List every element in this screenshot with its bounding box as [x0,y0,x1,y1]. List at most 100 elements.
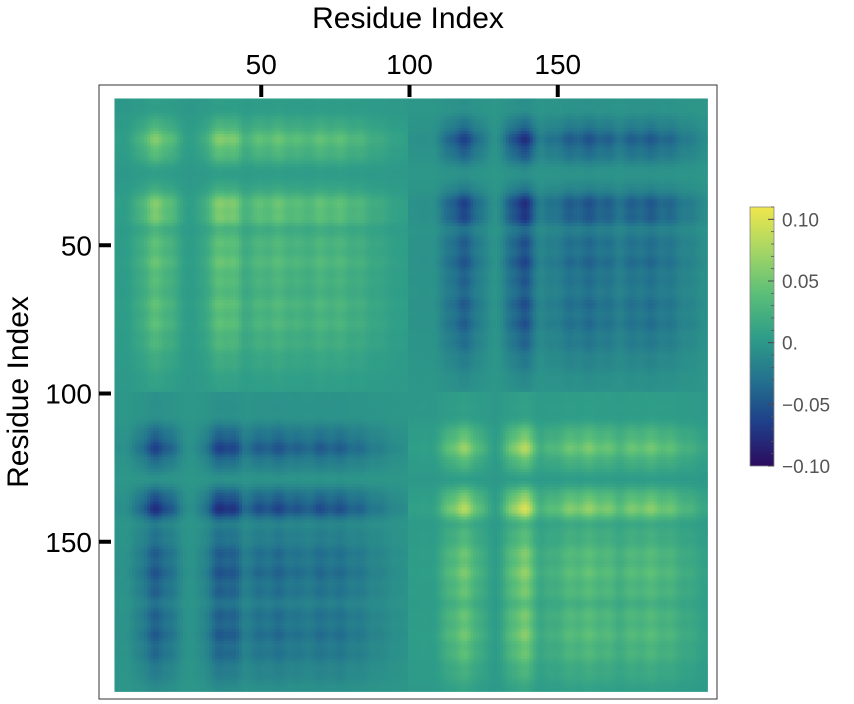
heatmap-cell [619,110,622,113]
heatmap-cell [577,152,580,155]
heatmap-cell [417,104,420,107]
heatmap-cell [506,101,509,104]
heatmap-cell [530,98,533,101]
heatmap-cell [337,110,340,113]
heatmap-cell [660,110,663,113]
heatmap-cell [429,122,432,125]
heatmap-cell [432,146,435,149]
heatmap-cell [515,98,518,101]
heatmap-cell [639,149,642,152]
heatmap-cell [521,140,524,143]
heatmap-cell [530,113,533,116]
heatmap-cell [633,98,636,101]
heatmap-cell [441,131,444,134]
heatmap-cell [547,113,550,116]
heatmap-cell [286,137,289,140]
heatmap-cell [304,125,307,128]
heatmap-cell [230,143,233,146]
heatmap-cell [120,125,123,128]
heatmap-cell [408,140,411,143]
heatmap-cell [120,131,123,134]
heatmap-cell [367,149,370,152]
heatmap-cell [286,98,289,101]
heatmap-cell [518,149,521,152]
heatmap-cell [358,107,361,110]
heatmap-cell [417,146,420,149]
heatmap-cell [598,101,601,104]
heatmap-cell [393,110,396,113]
heatmap-cell [372,122,375,125]
heatmap-cell [687,113,690,116]
heatmap-cell [165,134,168,137]
heatmap-cell [375,143,378,146]
heatmap-cell [313,125,316,128]
heatmap-cell [639,104,642,107]
heatmap-cell [289,149,292,152]
heatmap-cell [230,116,233,119]
heatmap-cell [518,104,521,107]
heatmap-cell [527,146,530,149]
heatmap-cell [242,143,245,146]
heatmap-cell [230,119,233,122]
heatmap-cell [117,122,120,125]
heatmap-cell [450,107,453,110]
heatmap-cell [239,128,242,131]
heatmap-cell [589,146,592,149]
heatmap-cell [123,143,126,146]
heatmap-cell [681,98,684,101]
heatmap-cell [248,143,251,146]
heatmap-cell [251,131,254,134]
heatmap-cell [399,140,402,143]
heatmap-cell [346,116,349,119]
heatmap-cell [132,116,135,119]
heatmap-cell [705,146,708,149]
heatmap-cell [286,128,289,131]
heatmap-cell [203,131,206,134]
heatmap-cell [328,98,331,101]
heatmap-cell [159,101,162,104]
heatmap-cell [506,143,509,146]
heatmap-cell [369,98,372,101]
heatmap-cell [485,107,488,110]
heatmap-cell [681,107,684,110]
heatmap-cell [369,116,372,119]
heatmap-cell [411,107,414,110]
heatmap-cell [343,107,346,110]
heatmap-cell [322,146,325,149]
heatmap-cell [568,146,571,149]
heatmap-cell [503,134,506,137]
heatmap-cell [132,134,135,137]
heatmap-cell [313,143,316,146]
heatmap-cell [132,110,135,113]
heatmap-cell [565,140,568,143]
heatmap-cell [263,116,266,119]
heatmap-cell [571,104,574,107]
heatmap-cell [239,131,242,134]
heatmap-cell [174,149,177,152]
heatmap-cell [408,104,411,107]
heatmap-cell [645,140,648,143]
heatmap-cell [174,137,177,140]
heatmap-cell [417,131,420,134]
heatmap-cell [461,125,464,128]
heatmap-cell [129,125,132,128]
heatmap-cell [705,125,708,128]
heatmap-cell [426,131,429,134]
heatmap-cell [654,146,657,149]
heatmap-cell [283,113,286,116]
heatmap-cell [269,101,272,104]
heatmap-cell [675,122,678,125]
heatmap-cell [186,122,189,125]
heatmap-cell [494,119,497,122]
heatmap-cell [156,128,159,131]
heatmap-cell [168,149,171,152]
heatmap-cell [192,104,195,107]
heatmap-cell [613,140,616,143]
heatmap-cell [340,128,343,131]
heatmap-cell [432,119,435,122]
heatmap-cell [470,101,473,104]
heatmap-cell [660,152,663,155]
heatmap-cell [227,101,230,104]
heatmap-cell [239,116,242,119]
heatmap-cell [248,140,251,143]
